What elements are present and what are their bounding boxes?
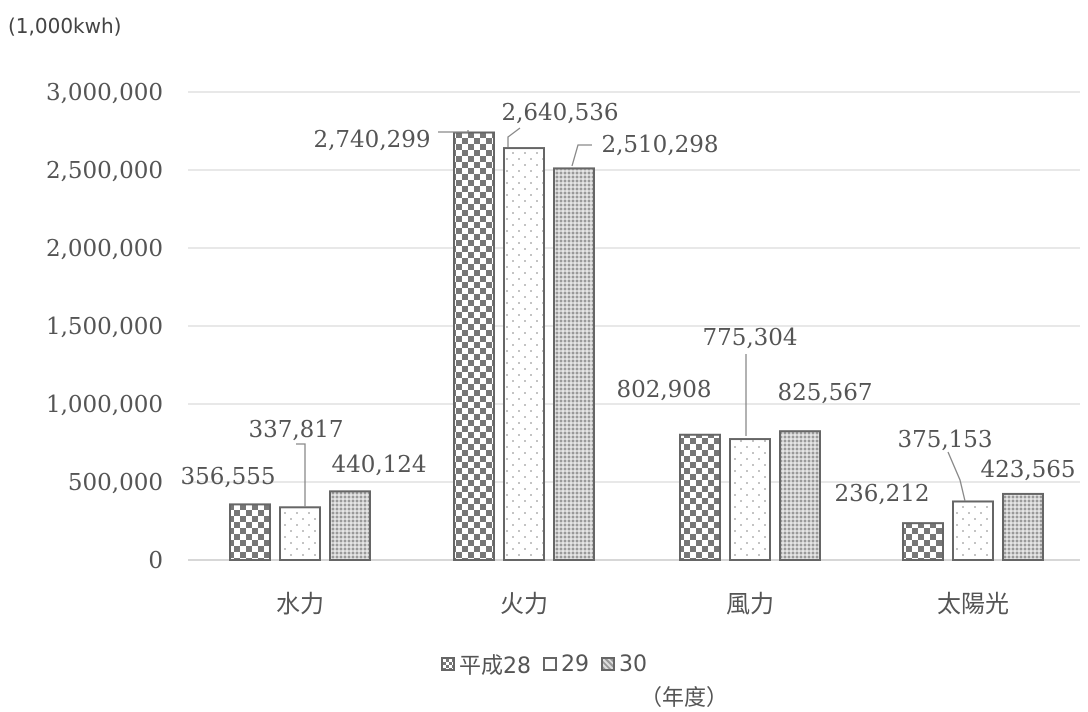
bars	[229, 131, 1044, 562]
bar	[952, 500, 994, 562]
data-label: 2,640,536	[501, 100, 618, 126]
data-label: 2,740,299	[313, 127, 430, 153]
bar-chart: 0 500,000 1,000,000 1,500,000 2,000,000 2,500…	[46, 80, 1080, 618]
leader-line	[571, 144, 592, 167]
x-category-label: 風力	[726, 590, 774, 618]
gridlines	[188, 91, 1080, 561]
data-label: 825,567	[777, 380, 872, 406]
legend-swatch	[543, 657, 557, 671]
data-label: 337,817	[248, 417, 343, 443]
bar	[229, 503, 271, 561]
bar	[553, 167, 595, 561]
y-tick-label: 1,500,000	[46, 314, 163, 340]
y-axis-ticks: 0 500,000 1,000,000 1,500,000 2,000,000 2,500…	[46, 80, 163, 574]
x-category-label: 水力	[276, 590, 324, 618]
data-label: 775,304	[702, 325, 797, 351]
data-labels: 356,555 337,817 440,124 2,740,299 2,640,536 2…	[180, 100, 1075, 507]
y-tick-label: 2,000,000	[46, 236, 163, 262]
y-tick-label: 1,000,000	[46, 392, 163, 418]
legend-label: 29	[561, 651, 589, 677]
data-label: 2,510,298	[601, 132, 718, 158]
leader-line	[947, 451, 966, 502]
leader-line	[507, 127, 521, 147]
y-tick-label: 2,500,000	[46, 158, 163, 184]
bar	[902, 522, 944, 562]
leader-line	[296, 443, 306, 507]
legend-item: 30	[601, 652, 647, 677]
data-label: 423,565	[980, 457, 1075, 483]
bar	[453, 131, 495, 561]
leader-line	[438, 130, 469, 133]
x-category-label: 火力	[500, 590, 548, 618]
legend-swatch	[441, 657, 455, 671]
bar	[679, 433, 721, 561]
bar	[729, 438, 771, 562]
y-tick-label: 3,000,000	[46, 80, 163, 106]
leader-lines	[296, 127, 966, 507]
legend-item: 29	[543, 652, 589, 677]
bar	[329, 490, 371, 562]
bar	[779, 430, 821, 561]
y-tick-label: 500,000	[68, 470, 163, 496]
data-label: 802,908	[616, 377, 711, 403]
data-label: 440,124	[331, 452, 426, 478]
legend-label: 平成28	[459, 654, 531, 679]
bar	[279, 506, 321, 561]
legend-label: 30	[619, 651, 647, 677]
data-label: 375,153	[897, 427, 992, 453]
unit-label: (1,000kwh)	[8, 14, 122, 38]
legend-swatch	[601, 657, 615, 671]
y-tick-label: 0	[148, 548, 163, 574]
year-label: （年度）	[640, 686, 729, 711]
data-label: 356,555	[180, 464, 275, 490]
legend: 平成28 29 30	[0, 648, 1088, 680]
bar	[1002, 492, 1044, 561]
x-category-label: 太陽光	[937, 590, 1009, 618]
legend-item: 平成28	[441, 648, 531, 680]
bar	[503, 147, 545, 561]
data-label: 236,212	[834, 481, 929, 507]
x-axis-categories: 水力 火力 風力 太陽光	[276, 590, 1009, 618]
